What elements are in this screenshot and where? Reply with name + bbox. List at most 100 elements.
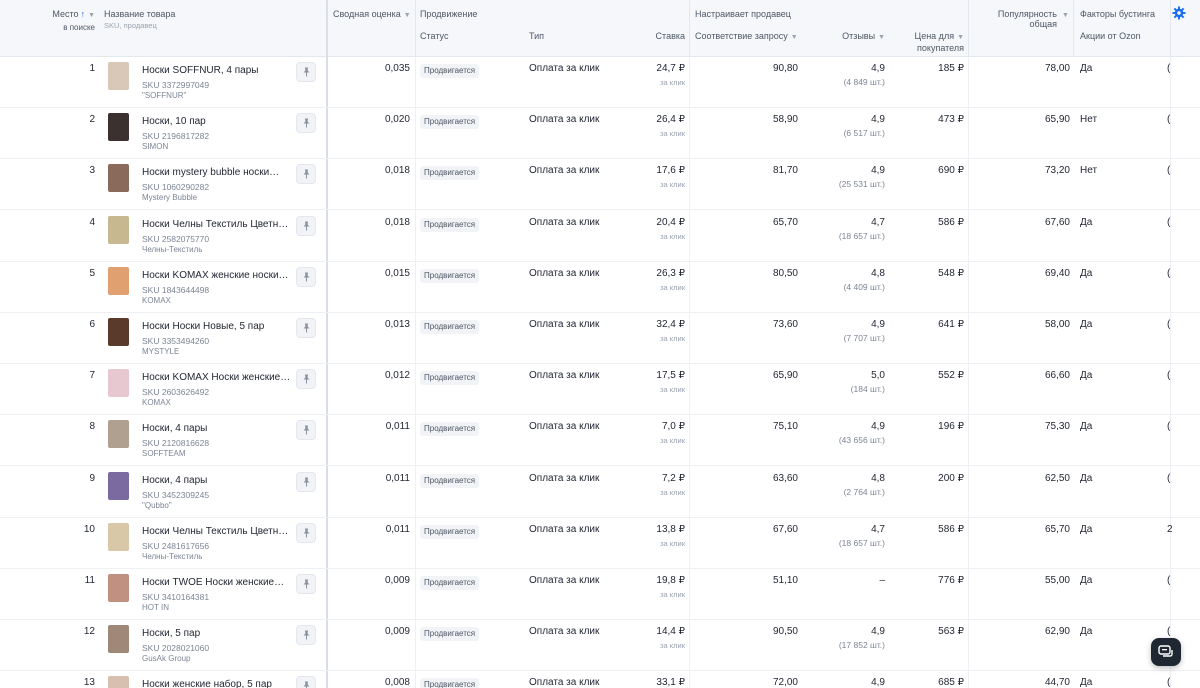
- product-name[interactable]: Носки mystery bubble носки…: [142, 167, 280, 178]
- price-cell: 685 ₽: [938, 677, 964, 688]
- pin-button[interactable]: [296, 164, 316, 184]
- header-reviews[interactable]: Отзывы ▼: [842, 31, 885, 41]
- product-name[interactable]: Носки Челны Текстиль Цветны…: [142, 526, 292, 537]
- product-thumbnail[interactable]: [108, 574, 129, 602]
- product-thumbnail[interactable]: [108, 164, 129, 192]
- product-thumbnail[interactable]: [108, 369, 129, 397]
- rating-cell: 4,8: [871, 473, 885, 484]
- pin-button[interactable]: [296, 625, 316, 645]
- match-cell: 58,90: [772, 114, 798, 125]
- product-thumbnail[interactable]: [108, 472, 129, 500]
- pin-button[interactable]: [296, 62, 316, 82]
- pin-icon: [303, 118, 310, 128]
- header-bid[interactable]: Ставка: [655, 31, 685, 41]
- type-cell: Оплата за клик: [529, 165, 600, 176]
- type-cell: Оплата за клик: [529, 473, 600, 484]
- match-cell: 65,90: [772, 370, 798, 381]
- table-row[interactable]: 3 Носки mystery bubble носки… SKU 10602902…: [0, 159, 1200, 210]
- status-badge: Продвигается: [420, 422, 480, 436]
- product-seller: "SOFFNUR": [142, 91, 187, 100]
- product-name[interactable]: Носки KOMAX женские носки…: [142, 270, 289, 281]
- table-row[interactable]: 10 Носки Челны Текстиль Цветны… SKU 248161…: [0, 518, 1200, 569]
- header-type[interactable]: Тип: [529, 31, 545, 41]
- product-name[interactable]: Носки, 4 пары: [142, 423, 208, 434]
- table-row[interactable]: 6 Носки Носки Новые, 5 пар SKU 3353494260 M…: [0, 313, 1200, 364]
- table-row[interactable]: 11 Носки TWOE Носки женские… SKU 341016438…: [0, 569, 1200, 620]
- table-row[interactable]: 9 Носки, 4 пары SKU 3452309245 "Qubbo" 0,011…: [0, 467, 1200, 518]
- pin-button[interactable]: [296, 523, 316, 543]
- pin-button[interactable]: [296, 574, 316, 594]
- product-thumbnail[interactable]: [108, 113, 129, 141]
- product-seller: SOFFTEAM: [142, 449, 186, 458]
- match-cell: 65,70: [772, 217, 798, 228]
- product-name[interactable]: Носки KOMAX Носки женские…: [142, 372, 291, 383]
- product-name[interactable]: Носки, 5 пар: [142, 628, 201, 639]
- header-ozon-promos[interactable]: Акции от Ozon: [1080, 31, 1141, 41]
- truncated-cell: (: [1167, 165, 1171, 176]
- product-name[interactable]: Носки Челны Текстиль Цветны…: [142, 219, 292, 230]
- product-thumbnail[interactable]: [108, 523, 129, 551]
- rank-cell: 6: [89, 319, 95, 330]
- pin-button[interactable]: [296, 420, 316, 440]
- product-name[interactable]: Носки SOFFNUR, 4 пары: [142, 65, 259, 76]
- header-popularity[interactable]: Популярность общая: [997, 9, 1057, 29]
- product-name[interactable]: Носки TWOE Носки женские…: [142, 577, 285, 588]
- table-row[interactable]: 1 Носки SOFFNUR, 4 пары SKU 3372997049 "SOF…: [0, 57, 1200, 108]
- pin-button[interactable]: [296, 472, 316, 492]
- header-price[interactable]: Цена для ▼ покупателя: [914, 31, 964, 53]
- frozen-column-divider[interactable]: [326, 0, 328, 688]
- product-thumbnail[interactable]: [108, 216, 129, 244]
- status-badge: Продвигается: [420, 525, 480, 539]
- pin-button[interactable]: [296, 318, 316, 338]
- score-cell: 0,011: [385, 524, 410, 535]
- product-name[interactable]: Носки Носки Новые, 5 пар: [142, 321, 265, 332]
- table-row[interactable]: 7 Носки KOMAX Носки женские… SKU 260362649…: [0, 364, 1200, 415]
- header-status[interactable]: Статус: [420, 31, 449, 41]
- product-thumbnail[interactable]: [108, 267, 129, 295]
- pin-icon: [303, 67, 310, 77]
- product-seller: Челны-Текстиль: [142, 245, 203, 254]
- rating-cell: 5,0: [871, 370, 885, 381]
- product-seller: GusAk Group: [142, 654, 191, 663]
- match-cell: 90,50: [772, 626, 798, 637]
- product-thumbnail[interactable]: [108, 420, 129, 448]
- pin-button[interactable]: [296, 216, 316, 236]
- product-name[interactable]: Носки женские набор, 5 пар: [142, 679, 272, 688]
- product-thumbnail[interactable]: [108, 676, 129, 688]
- truncated-cell: (: [1167, 63, 1171, 74]
- pin-button[interactable]: [296, 369, 316, 389]
- table-row[interactable]: 4 Носки Челны Текстиль Цветны… SKU 2582075…: [0, 211, 1200, 262]
- table-row[interactable]: 2 Носки, 10 пар SKU 2196817282 SIMON 0,020 Пр…: [0, 108, 1200, 159]
- product-sku: SKU 3410164381: [142, 592, 210, 602]
- product-thumbnail[interactable]: [108, 318, 129, 346]
- product-sku: SKU 2582075770: [142, 234, 210, 244]
- header-rank[interactable]: Место ↑ ▼ в поиске: [52, 9, 95, 32]
- ozon-promo-cell: Да: [1080, 63, 1093, 74]
- table-row[interactable]: 12 Носки, 5 пар SKU 2028021060 GusAk Group 0…: [0, 620, 1200, 671]
- status-badge: Продвигается: [420, 218, 480, 232]
- header-product[interactable]: Название товара SKU, продавец: [104, 9, 176, 30]
- popularity-cell: 62,90: [1044, 626, 1070, 637]
- product-name[interactable]: Носки, 10 пар: [142, 116, 206, 127]
- table-row[interactable]: 13 Носки женские набор, 5 пар 0,008 Продвиг…: [0, 671, 1200, 688]
- product-seller: MYSTYLE: [142, 347, 180, 356]
- popularity-cell: 66,60: [1044, 370, 1070, 381]
- match-cell: 90,80: [772, 63, 798, 74]
- bid-cell: 20,4 ₽: [656, 217, 685, 228]
- match-cell: 67,60: [772, 524, 798, 535]
- chat-button[interactable]: [1151, 638, 1181, 666]
- product-thumbnail[interactable]: [108, 62, 129, 90]
- table-row[interactable]: 5 Носки KOMAX женские носки… SKU 184364449…: [0, 262, 1200, 313]
- pin-button[interactable]: [296, 676, 316, 688]
- pin-button[interactable]: [296, 113, 316, 133]
- pin-button[interactable]: [296, 267, 316, 287]
- product-name[interactable]: Носки, 4 пары: [142, 475, 208, 486]
- header-score[interactable]: Сводная оценка ▼: [333, 9, 411, 19]
- type-cell: Оплата за клик: [529, 524, 600, 535]
- product-thumbnail[interactable]: [108, 625, 129, 653]
- bid-unit: за клик: [660, 232, 685, 241]
- gear-icon[interactable]: [1172, 6, 1186, 20]
- table-row[interactable]: 8 Носки, 4 пары SKU 2120816628 SOFFTEAM 0,01…: [0, 415, 1200, 466]
- header-match[interactable]: Соответствие запросу ▼: [695, 31, 798, 41]
- header-popularity-sort[interactable]: ▼: [1059, 9, 1069, 21]
